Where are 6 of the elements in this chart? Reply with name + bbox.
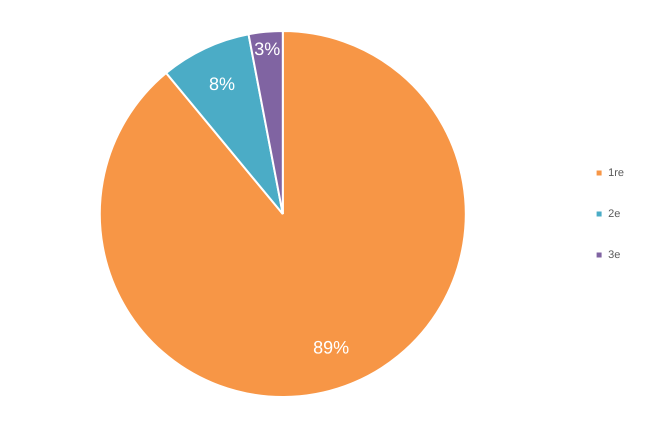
legend-label: 3e <box>608 249 620 262</box>
legend-label: 2e <box>608 208 620 220</box>
data-label: 89% <box>313 337 350 358</box>
data-label: 8% <box>209 74 236 94</box>
legend-label: 1re <box>608 167 624 180</box>
data-label: 3% <box>254 39 280 59</box>
